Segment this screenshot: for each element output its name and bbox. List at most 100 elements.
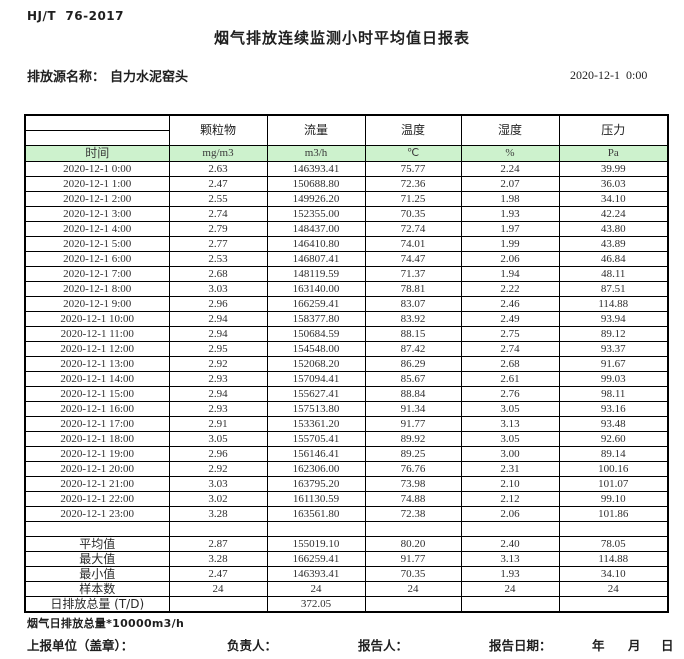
value-cell: 88.15	[364, 326, 462, 342]
table-row: 2020-12-1 4:00 2.79 148437.00 72.74 1.97 43.8…	[24, 221, 669, 237]
time-cell: 2020-12-1 19:00	[24, 446, 170, 462]
value-cell: 98.11	[558, 386, 669, 402]
summary-value	[558, 596, 669, 613]
time-cell: 2020-12-1 12:00	[24, 341, 170, 357]
value-cell: 2.31	[460, 461, 560, 477]
hourly-rows: 2020-12-1 0:00 2.63 146393.41 75.77 2.24 39.9…	[24, 161, 669, 522]
value-cell: 72.74	[364, 221, 462, 237]
summary-value: 24	[364, 581, 462, 597]
table-row: 2020-12-1 11:00 2.94 150684.59 88.15 2.75 89.…	[24, 326, 669, 342]
value-cell: 2.53	[168, 251, 268, 267]
min-row: 最小值 2.47 146393.41 70.35 1.93 34.10	[24, 566, 669, 582]
table-row: 2020-12-1 15:00 2.94 155627.41 88.84 2.76 98.…	[24, 386, 669, 402]
table-row: 2020-12-1 12:00 2.95 154548.00 87.42 2.74 93.…	[24, 341, 669, 357]
report-unit-label: 上报单位（盖章）：	[27, 638, 134, 653]
value-cell: 87.51	[558, 281, 669, 297]
time-cell: 2020-12-1 22:00	[24, 491, 170, 507]
value-cell: 2.74	[460, 341, 560, 357]
source-label: 排放源名称：	[27, 70, 106, 85]
value-cell: 1.93	[460, 206, 560, 222]
value-cell: 74.47	[364, 251, 462, 267]
time-cell: 2020-12-1 10:00	[24, 311, 170, 327]
table-row: 2020-12-1 7:00 2.68 148119.59 71.37 1.94 48.1…	[24, 266, 669, 282]
time-cell: 2020-12-1 17:00	[24, 416, 170, 432]
col-header-pressure: 压力	[558, 114, 669, 146]
summary-value: 80.20	[364, 536, 462, 552]
time-cell: 2020-12-1 23:00	[24, 506, 170, 522]
value-cell: 48.11	[558, 266, 669, 282]
value-cell: 34.10	[558, 191, 669, 207]
value-cell: 1.98	[460, 191, 560, 207]
value-cell: 3.28	[168, 506, 268, 522]
value-cell: 146807.41	[266, 251, 366, 267]
value-cell: 83.07	[364, 296, 462, 312]
value-cell: 86.29	[364, 356, 462, 372]
table-row: 2020-12-1 18:00 3.05 155705.41 89.92 3.05 92.…	[24, 431, 669, 447]
summary-value	[266, 521, 366, 537]
time-cell: 2020-12-1 6:00	[24, 251, 170, 267]
time-cell: 2020-12-1 16:00	[24, 401, 170, 417]
value-cell: 2.96	[168, 296, 268, 312]
value-cell: 2.75	[460, 326, 560, 342]
value-cell: 162306.00	[266, 461, 366, 477]
table-row: 2020-12-1 17:00 2.91 153361.20 91.77 3.13 93.…	[24, 416, 669, 432]
value-cell: 73.98	[364, 476, 462, 492]
time-cell: 2020-12-1 0:00	[24, 161, 170, 177]
units-row: 时间 mg/m3 m3/h ℃ % Pa	[24, 145, 669, 162]
time-cell: 2020-12-1 1:00	[24, 176, 170, 192]
value-cell: 91.67	[558, 356, 669, 372]
value-cell: 157513.80	[266, 401, 366, 417]
value-cell: 1.99	[460, 236, 560, 252]
time-cell: 2020-12-1 14:00	[24, 371, 170, 387]
value-cell: 161130.59	[266, 491, 366, 507]
daily-total-row: 日排放总量 (T/D) 372.05	[24, 596, 669, 613]
value-cell: 2.93	[168, 401, 268, 417]
value-cell: 71.25	[364, 191, 462, 207]
value-cell: 153361.20	[266, 416, 366, 432]
responsible-label: 负责人：	[227, 638, 278, 653]
time-cell: 2020-12-1 11:00	[24, 326, 170, 342]
unit-cell-temperature: ℃	[364, 145, 462, 162]
header-row-top: 颗粒物 流量 温度 湿度 压力	[24, 114, 669, 146]
summary-value: 155019.10	[266, 536, 366, 552]
value-cell: 163795.20	[266, 476, 366, 492]
table-row: 2020-12-1 8:00 3.03 163140.00 78.81 2.22 87.5…	[24, 281, 669, 297]
summary-value	[364, 596, 462, 613]
summary-value: 1.93	[460, 566, 560, 582]
summary-value: 2.47	[168, 566, 268, 582]
corner-cell-top	[24, 114, 170, 131]
value-cell: 2.94	[168, 311, 268, 327]
value-cell: 39.99	[558, 161, 669, 177]
report-meta: 排放源名称： 自力水泥窑头 2020-12-1 0:00	[0, 66, 684, 85]
time-cell: 2020-12-1 3:00	[24, 206, 170, 222]
value-cell: 3.03	[168, 281, 268, 297]
table-row: 2020-12-1 21:00 3.03 163795.20 73.98 2.10 101…	[24, 476, 669, 492]
summary-label: 样本数	[24, 581, 170, 597]
value-cell: 166259.41	[266, 296, 366, 312]
value-cell: 150688.80	[266, 176, 366, 192]
table-row: 2020-12-1 10:00 2.94 158377.80 83.92 2.49 93.…	[24, 311, 669, 327]
value-cell: 3.13	[460, 416, 560, 432]
summary-value	[168, 596, 268, 613]
value-cell: 146410.80	[266, 236, 366, 252]
value-cell: 78.81	[364, 281, 462, 297]
value-cell: 100.16	[558, 461, 669, 477]
value-cell: 2.76	[460, 386, 560, 402]
value-cell: 91.34	[364, 401, 462, 417]
total-emission-note: 烟气日排放总量*10000m3/h	[27, 617, 185, 630]
value-cell: 83.92	[364, 311, 462, 327]
report-datetime: 2020-12-1 0:00	[570, 68, 648, 82]
summary-value: 78.05	[558, 536, 669, 552]
value-cell: 157094.41	[266, 371, 366, 387]
table-row: 2020-12-1 9:00 2.96 166259.41 83.07 2.46 114.…	[24, 296, 669, 312]
time-cell: 2020-12-1 20:00	[24, 461, 170, 477]
value-cell: 2.49	[460, 311, 560, 327]
value-cell: 163561.80	[266, 506, 366, 522]
table-row: 2020-12-1 14:00 2.93 157094.41 85.67 2.61 99.…	[24, 371, 669, 387]
time-cell: 2020-12-1 5:00	[24, 236, 170, 252]
summary-label: 最小值	[24, 566, 170, 582]
value-cell: 75.77	[364, 161, 462, 177]
col-header-flow: 流量	[266, 114, 366, 146]
value-cell: 93.94	[558, 311, 669, 327]
time-cell: 2020-12-1 2:00	[24, 191, 170, 207]
